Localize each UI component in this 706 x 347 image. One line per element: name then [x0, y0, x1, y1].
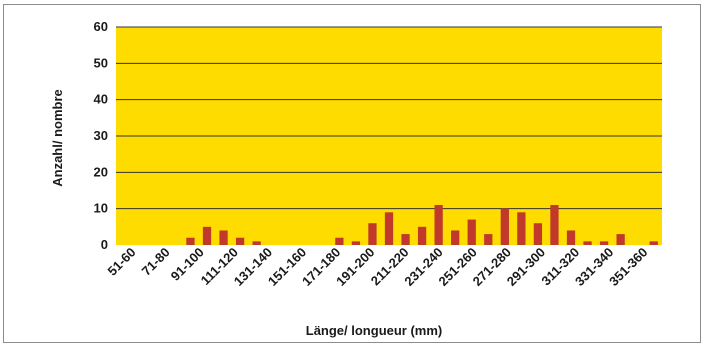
- y-tick-label: 30: [94, 128, 108, 143]
- x-axis-title: Länge/ longueur (mm): [306, 323, 443, 338]
- bar-chart: 0 10 20 30 40 50 60 51-60 71-8091-100111-120131…: [50, 19, 662, 338]
- gridlines: [116, 26, 662, 210]
- bar: [368, 223, 377, 245]
- chart-frame: 0 10 20 30 40 50 60 51-60 71-80 91-100 111-120 131…: [3, 4, 701, 343]
- bar: [583, 241, 592, 245]
- y-tick-label: 20: [94, 164, 108, 179]
- bar: [235, 237, 245, 245]
- bar: [467, 219, 476, 245]
- bar: [566, 230, 576, 245]
- bar: [401, 234, 410, 245]
- y-tick-label: 0: [101, 237, 108, 252]
- bar: [451, 230, 460, 245]
- y-tick-label: 10: [94, 201, 108, 216]
- bar: [417, 226, 427, 245]
- y-axis-ticks: 0 10 20 30 40 50 60: [94, 19, 108, 252]
- bar: [202, 226, 212, 245]
- y-tick-label: 60: [94, 19, 108, 34]
- bar: [550, 205, 559, 245]
- x-tick-label: 51-60: [104, 245, 138, 279]
- bar: [219, 230, 228, 245]
- x-tick-label: 351-360: [606, 245, 650, 289]
- bar: [384, 212, 394, 245]
- x-axis-ticks: 51-60 71-8091-100111-120131-140151-160171…: [104, 245, 650, 289]
- bar: [484, 234, 493, 245]
- bar: [351, 241, 361, 245]
- bar: [649, 241, 658, 245]
- bars: [186, 205, 658, 245]
- bar: [500, 208, 509, 245]
- bar: [599, 241, 609, 245]
- y-tick-label: 50: [94, 55, 108, 70]
- bar: [616, 234, 625, 245]
- bar: [186, 237, 195, 245]
- bar: [434, 205, 443, 245]
- bar: [533, 223, 543, 245]
- y-axis-title: Anzahl/ nombre: [50, 89, 65, 187]
- bar: [252, 241, 261, 245]
- bar: [517, 212, 526, 245]
- bar: [335, 237, 344, 245]
- y-tick-label: 40: [94, 92, 108, 107]
